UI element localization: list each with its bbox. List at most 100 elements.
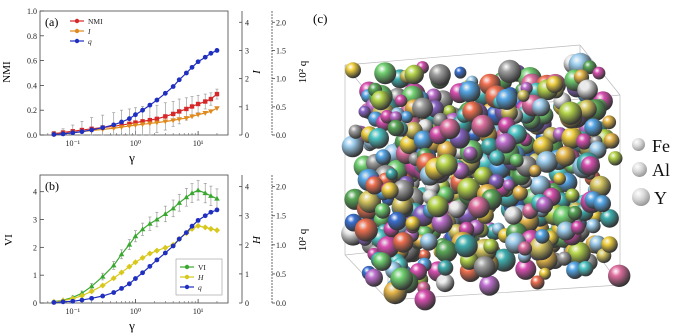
y3-tick-label: 1.0 bbox=[276, 75, 286, 84]
data-point bbox=[184, 106, 189, 112]
sphere bbox=[381, 182, 399, 200]
legend-marker bbox=[74, 28, 80, 34]
legend-label: NMI bbox=[88, 17, 103, 26]
sphere bbox=[463, 146, 478, 161]
panel-c-label: (c) bbox=[313, 11, 327, 26]
sphere bbox=[602, 115, 617, 130]
sphere bbox=[495, 133, 516, 154]
y2-tick-label: 3 bbox=[245, 46, 249, 55]
data-point bbox=[110, 262, 117, 268]
sphere bbox=[413, 130, 434, 150]
legend-label: Fe bbox=[652, 136, 670, 156]
data-point bbox=[51, 132, 57, 137]
x-tick-label: 10¹ bbox=[193, 307, 204, 316]
panel-a-xlabel: γ bbox=[128, 150, 135, 165]
data-point bbox=[88, 288, 95, 295]
data-point bbox=[79, 297, 85, 303]
data-point bbox=[195, 187, 201, 193]
y3-tick-label: 0.5 bbox=[276, 270, 286, 279]
sphere bbox=[365, 176, 384, 195]
y-tick-label: 0.6 bbox=[27, 57, 37, 66]
sphere bbox=[535, 229, 550, 244]
sphere bbox=[577, 99, 597, 119]
data-point bbox=[214, 91, 220, 97]
data-point bbox=[118, 125, 125, 130]
sphere bbox=[392, 232, 414, 253]
y-tick-label: 0.0 bbox=[27, 131, 37, 140]
data-point bbox=[140, 107, 145, 113]
y2-tick-label: 4 bbox=[245, 18, 249, 27]
data-point bbox=[195, 59, 201, 65]
sphere bbox=[404, 64, 424, 85]
sphere bbox=[570, 220, 585, 235]
sphere bbox=[390, 267, 414, 291]
sphere-icon bbox=[632, 138, 645, 151]
sphere bbox=[589, 235, 607, 253]
data-point bbox=[214, 207, 220, 213]
y2-tick-label: 1 bbox=[245, 103, 249, 112]
data-point bbox=[60, 299, 66, 305]
y-tick-label: 0.8 bbox=[27, 32, 37, 41]
sphere bbox=[372, 252, 392, 271]
sphere bbox=[577, 261, 594, 277]
y-tick-label: 4 bbox=[33, 188, 37, 197]
data-point bbox=[51, 300, 57, 305]
x-tick-label: 10⁻¹ bbox=[65, 139, 80, 148]
y3-tick-label: 0.5 bbox=[276, 103, 286, 112]
panel-a-label: (a) bbox=[45, 15, 58, 29]
data-point bbox=[132, 233, 139, 239]
sphere bbox=[471, 114, 495, 138]
data-point bbox=[208, 50, 214, 56]
data-point bbox=[207, 225, 214, 232]
data-point bbox=[110, 275, 117, 282]
sphere bbox=[435, 273, 455, 293]
data-point bbox=[183, 230, 189, 236]
panel-b-xlabel: γ bbox=[128, 318, 135, 333]
data-point bbox=[119, 286, 124, 291]
sphere bbox=[412, 97, 434, 119]
sphere bbox=[345, 62, 361, 79]
data-point bbox=[162, 119, 169, 125]
data-point bbox=[88, 283, 95, 289]
sphere bbox=[517, 241, 533, 256]
sphere bbox=[567, 205, 583, 221]
sphere bbox=[457, 177, 481, 201]
legend-marker bbox=[74, 18, 80, 24]
sphere bbox=[576, 133, 593, 150]
data-point bbox=[119, 119, 124, 125]
data-point bbox=[147, 102, 153, 108]
sphere bbox=[517, 89, 530, 102]
y2-tick-label: 1 bbox=[245, 270, 249, 279]
y2-tick-label: 0 bbox=[245, 131, 249, 140]
data-point bbox=[111, 122, 117, 128]
data-point bbox=[163, 114, 168, 119]
panel-b-frame bbox=[39, 174, 229, 304]
data-point bbox=[195, 112, 201, 118]
y3-tick-label: 1.5 bbox=[276, 46, 286, 55]
data-point bbox=[154, 257, 160, 263]
data-point bbox=[189, 64, 195, 70]
data-point bbox=[213, 227, 220, 234]
data-point bbox=[140, 270, 145, 276]
sphere bbox=[580, 156, 601, 176]
legend-marker bbox=[184, 264, 190, 270]
data-point bbox=[153, 247, 160, 254]
sphere bbox=[425, 88, 442, 105]
y-tick-label: 1 bbox=[33, 271, 37, 280]
sphere bbox=[498, 59, 522, 83]
data-point bbox=[203, 99, 208, 104]
x-tick-label: 10¹ bbox=[193, 139, 204, 148]
sphere bbox=[358, 105, 371, 118]
legend-label: H bbox=[197, 273, 204, 282]
y2-tick-label: 3 bbox=[245, 212, 249, 221]
sphere bbox=[394, 94, 408, 108]
sphere bbox=[435, 240, 458, 263]
data-point bbox=[70, 298, 76, 304]
sphere bbox=[603, 133, 620, 149]
data-point bbox=[214, 106, 220, 112]
data-point bbox=[99, 282, 106, 289]
sphere bbox=[387, 119, 405, 137]
sphere bbox=[358, 190, 382, 214]
y2-tick-label: 2 bbox=[245, 75, 249, 84]
